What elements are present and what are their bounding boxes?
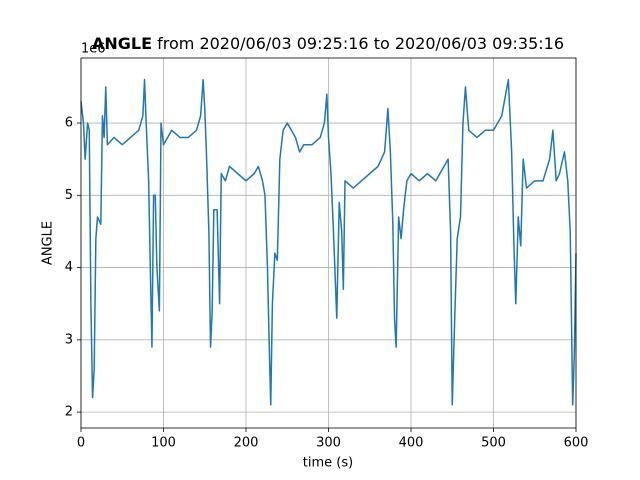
y-tick-label: 5 [65, 188, 73, 203]
x-tick-label: 200 [234, 436, 259, 451]
y-tick-label: 4 [65, 260, 73, 275]
x-axis-label: time (s) [303, 456, 353, 471]
y-tick-label: 3 [65, 332, 73, 347]
x-tick-label: 400 [399, 436, 424, 451]
chart-title: ANGLE from 2020/06/03 09:25:16 to 2020/0… [92, 34, 564, 53]
y-tick-label: 2 [65, 405, 73, 420]
x-tick-label: 500 [481, 436, 506, 451]
y-tick-label: 6 [65, 116, 73, 131]
title-bold: ANGLE [92, 34, 152, 53]
title-rest: from 2020/06/03 09:25:16 to 2020/06/03 0… [152, 34, 564, 53]
x-tick-label: 600 [564, 436, 589, 451]
plot-frame [80, 57, 577, 429]
x-tick-label: 0 [77, 436, 85, 451]
y-axis-label: ANGLE [41, 221, 56, 265]
x-tick-label: 300 [316, 436, 341, 451]
data-line [80, 78, 577, 406]
y-offset-label: 1e6 [81, 42, 106, 57]
x-tick-label: 100 [151, 436, 176, 451]
